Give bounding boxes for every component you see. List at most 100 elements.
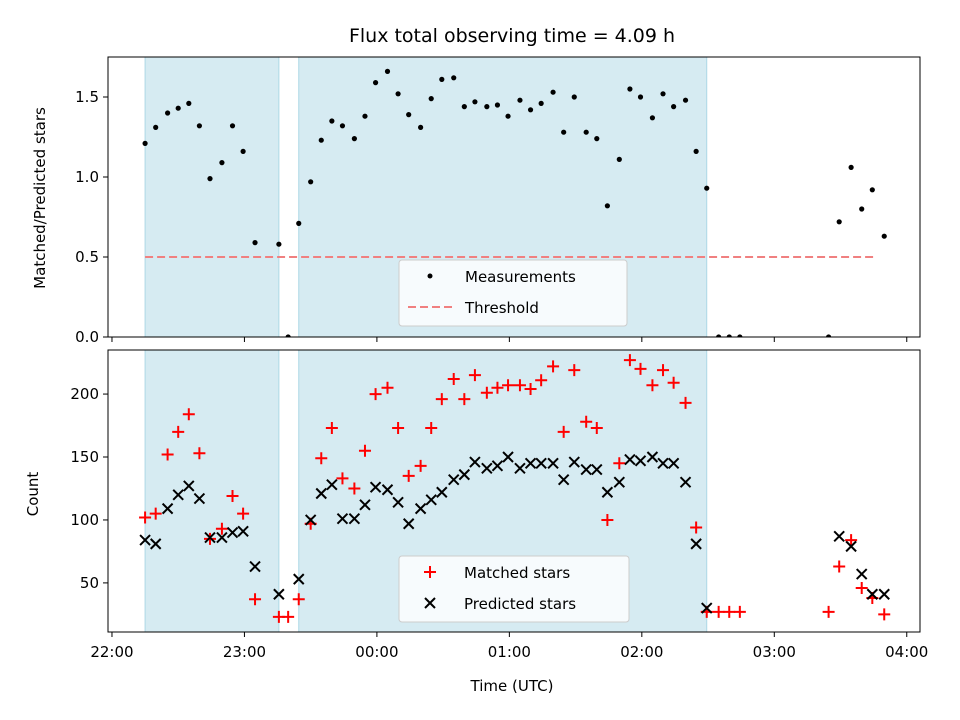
predicted-star-point — [491, 460, 504, 472]
predicted-star-point — [481, 462, 493, 475]
matched-star-point — [425, 422, 438, 435]
measurement-point — [461, 104, 467, 110]
matched-star-point — [513, 379, 526, 392]
predicted-star-point — [547, 457, 559, 470]
matched-star-point — [845, 534, 858, 547]
bottom-y-axis-title: Count — [24, 472, 42, 517]
matched-star-point — [733, 605, 746, 618]
top-y-tick-label: 1.0 — [75, 168, 99, 186]
measurement-point — [186, 100, 192, 106]
measurement-point — [671, 104, 677, 110]
predicted-star-point — [249, 560, 261, 573]
predicted-star-point — [293, 573, 305, 585]
predicted-star-point — [591, 463, 603, 476]
predicted-star-point — [315, 487, 327, 500]
bottom-observing-span-1 — [144, 349, 280, 633]
predicted-star-point — [161, 502, 174, 515]
measurement-point — [527, 107, 534, 113]
chart-title: Flux total observing time = 4.09 h — [349, 25, 675, 47]
matched-star-point — [336, 472, 349, 485]
predicted-star-point — [458, 468, 471, 481]
matched-star-point — [878, 608, 891, 621]
predicted-star-point — [139, 534, 151, 546]
matched-star-point — [723, 605, 736, 618]
legend-predicted-marker — [424, 597, 436, 609]
measurement-point — [362, 113, 368, 119]
top-y-tick-label: 0.0 — [75, 328, 99, 346]
measurement-point — [196, 123, 202, 129]
x-axis-title: Time (UTC) — [470, 677, 554, 695]
matched-star-point — [249, 593, 262, 606]
matched-star-point — [458, 393, 471, 406]
top-markers — [142, 68, 887, 337]
predicted-star-point — [436, 486, 448, 498]
bottom-legend-box — [398, 555, 630, 623]
predicted-star-point — [414, 502, 427, 515]
predicted-star-point — [193, 492, 206, 505]
measurement-point — [351, 136, 357, 142]
measurement-point — [561, 129, 567, 135]
measurement-point — [583, 129, 589, 135]
matched-star-point — [182, 408, 195, 421]
top-legend: Measurements Threshold — [398, 259, 628, 327]
bottom-y-tick-label: 200 — [70, 385, 99, 403]
matched-star-point — [172, 425, 185, 438]
measurement-point — [848, 164, 854, 170]
x-tick-label: 03:00 — [753, 643, 796, 661]
predicted-star-point — [845, 540, 857, 553]
predicted-star-point — [866, 588, 879, 600]
predicted-star-point — [557, 473, 570, 486]
measurement-point — [153, 124, 159, 130]
legend-measurements-label: Measurements — [465, 268, 576, 286]
predicted-star-point — [425, 494, 437, 506]
bottom-y-tick-label: 50 — [80, 574, 99, 592]
matched-star-point — [358, 444, 371, 457]
x-tick-label: 00:00 — [355, 643, 398, 661]
measurement-point — [318, 137, 324, 143]
measurement-point — [339, 123, 346, 129]
measurement-point — [296, 220, 302, 226]
predicted-star-point — [172, 489, 184, 501]
measurement-point — [716, 334, 722, 337]
legend-predicted-label: Predicted stars — [464, 595, 576, 613]
predicted-star-point — [580, 463, 592, 476]
predicted-star-point — [392, 496, 404, 509]
measurement-point — [660, 91, 666, 97]
matched-star-point — [690, 521, 703, 534]
x-tick-label: 04:00 — [885, 643, 928, 661]
measurement-point — [439, 76, 445, 82]
measurement-point — [693, 148, 699, 154]
predicted-star-point — [348, 512, 361, 525]
x-tick-label: 02:00 — [620, 643, 663, 661]
matched-star-point — [535, 374, 548, 387]
matched-star-point — [414, 459, 427, 472]
measurement-point — [418, 124, 424, 130]
predicted-star-point — [613, 476, 626, 488]
measurement-point — [472, 99, 478, 105]
measurement-point — [881, 233, 887, 239]
x-tick-label: 22:00 — [90, 643, 133, 661]
matched-star-point — [325, 422, 338, 435]
predicted-star-point — [273, 588, 285, 600]
measurement-point — [229, 123, 236, 129]
x-tick-label: 01:00 — [488, 643, 531, 661]
matched-star-point — [491, 381, 504, 394]
predicted-star-point — [216, 531, 228, 544]
predicted-star-point — [149, 538, 162, 550]
matched-star-point — [547, 360, 560, 373]
measurement-point — [517, 97, 523, 103]
matched-star-point — [667, 376, 680, 389]
bottom-series-2 — [139, 451, 890, 614]
measurement-point — [538, 100, 544, 106]
predicted-star-point — [657, 457, 669, 470]
matched-star-point — [139, 511, 152, 524]
matched-star-point — [679, 396, 692, 409]
matched-star-point — [282, 610, 295, 623]
predicted-star-point — [679, 476, 692, 488]
measurement-point — [207, 176, 213, 182]
measurement-point — [329, 118, 335, 124]
matched-star-point — [237, 507, 250, 520]
measurement-point — [571, 94, 577, 100]
matched-star-point — [568, 364, 581, 377]
predicted-star-point — [226, 526, 239, 539]
